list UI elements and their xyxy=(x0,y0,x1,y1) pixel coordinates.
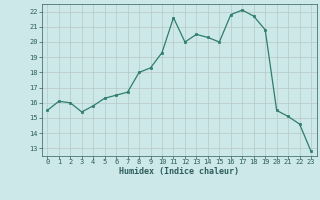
X-axis label: Humidex (Indice chaleur): Humidex (Indice chaleur) xyxy=(119,167,239,176)
